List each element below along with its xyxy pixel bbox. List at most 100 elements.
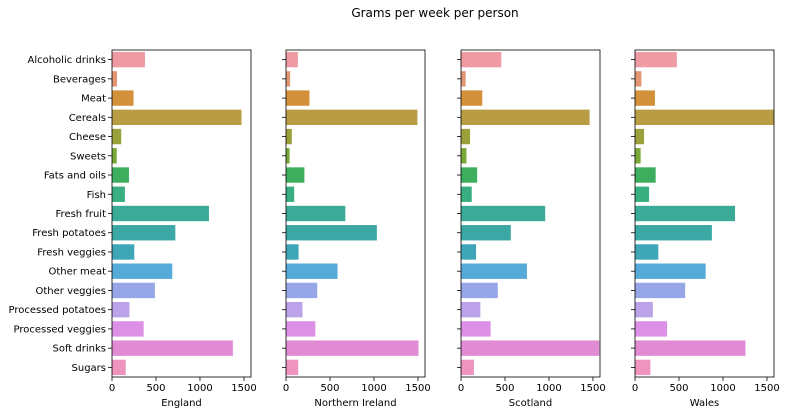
bar [286, 244, 299, 260]
axes-frame [111, 49, 252, 378]
x-tick-label: 0 [283, 383, 289, 394]
bar [112, 186, 125, 202]
y-tick-label: Sugars [72, 363, 106, 374]
x-tick-label: 0 [632, 383, 638, 394]
y-tick-label: Beverages [53, 74, 106, 85]
bar [461, 109, 590, 126]
bar [461, 205, 546, 222]
bar [286, 263, 338, 279]
y-tick-label: Other meat [48, 267, 106, 278]
bar [112, 282, 155, 299]
bar [635, 301, 653, 318]
x-tick-label: 1000 [710, 383, 735, 394]
bar [461, 225, 511, 241]
bar [286, 148, 290, 164]
bar [286, 167, 305, 183]
y-tick-label: Fresh veggies [37, 247, 106, 258]
bar [635, 186, 650, 202]
bar [461, 167, 478, 183]
x-tick-label: 500 [320, 383, 339, 394]
x-tick-label: 500 [669, 383, 688, 394]
bar [286, 90, 310, 106]
bar [635, 225, 712, 241]
bar [286, 128, 292, 145]
bar [635, 321, 668, 337]
x-tick-label: 500 [146, 383, 165, 394]
chart-title: Grams per week per person [351, 6, 518, 20]
x-axis-label: Wales [690, 398, 720, 409]
bar [635, 205, 736, 222]
bar [112, 225, 176, 241]
bar [112, 71, 118, 87]
bar [286, 359, 299, 376]
bar [286, 282, 318, 299]
bar [461, 71, 466, 87]
bar [635, 263, 706, 279]
bar [112, 90, 134, 106]
bar [461, 301, 481, 318]
bar [112, 340, 233, 356]
bar [286, 186, 295, 202]
bar [286, 225, 377, 241]
x-tick-label: 0 [109, 383, 115, 394]
x-axis-label: Northern Ireland [314, 398, 396, 409]
bar [286, 205, 346, 222]
y-tick-label: Sweets [70, 151, 106, 162]
bar [635, 340, 746, 356]
bar [112, 109, 242, 126]
bar [461, 90, 483, 106]
bar [635, 71, 642, 87]
x-axis-label: Scotland [509, 398, 552, 409]
bar [461, 263, 527, 279]
panel-wales: 0 500 1000 1500 Wales [631, 49, 780, 409]
y-tick-label: Alcoholic drinks [27, 55, 106, 66]
y-tick-label: Cereals [69, 113, 106, 124]
bar [112, 301, 130, 318]
bar [286, 109, 418, 126]
x-axis-label: England [161, 398, 202, 409]
x-tick-label: 1500 [754, 383, 779, 394]
panel-england: 0 500 1000 1500 England [109, 49, 257, 409]
bar [112, 128, 122, 145]
bar [635, 51, 677, 68]
y-tick-label: Processed potatoes [8, 305, 106, 316]
bar [112, 205, 209, 222]
bar [112, 263, 173, 279]
x-tick-label: 0 [458, 383, 464, 394]
bar [112, 321, 144, 337]
x-tick-label: 1500 [405, 383, 430, 394]
y-tick-label: Other veggies [36, 286, 106, 297]
panel-northern-ireland: 0 500 1000 1500 Northern Ireland [282, 49, 431, 409]
bar [112, 51, 145, 68]
bar [635, 282, 686, 299]
bar [112, 244, 135, 260]
bar [286, 301, 303, 318]
x-tick-label: 1000 [187, 383, 212, 394]
y-tick-label: Fats and oils [44, 171, 106, 182]
bar [461, 282, 498, 299]
bar [635, 128, 645, 145]
bar [635, 167, 656, 183]
x-tick-label: 1500 [580, 383, 605, 394]
axes-frame [460, 49, 601, 378]
y-tick-label: Fresh fruit [56, 209, 107, 220]
y-tick-label: Fresh potatoes [32, 228, 106, 239]
bar [286, 51, 298, 68]
bar [461, 128, 471, 145]
bar [635, 109, 775, 126]
y-tick-label: Cheese [69, 132, 106, 143]
bar [286, 340, 419, 356]
bar [461, 186, 472, 202]
bar [461, 359, 474, 376]
bar [112, 359, 126, 376]
x-tick-label: 500 [495, 383, 514, 394]
y-tick-label: Processed veggies [13, 324, 106, 335]
category-axis: Alcoholic drinks Beverages Meat Cereals Chee… [8, 55, 112, 374]
y-tick-label: Meat [81, 94, 106, 105]
panel-scotland: 0 500 1000 1500 Scotland [457, 49, 606, 409]
bar [461, 321, 491, 337]
bar [461, 148, 467, 164]
x-tick-label: 1000 [536, 383, 561, 394]
axes-frame [634, 49, 775, 378]
